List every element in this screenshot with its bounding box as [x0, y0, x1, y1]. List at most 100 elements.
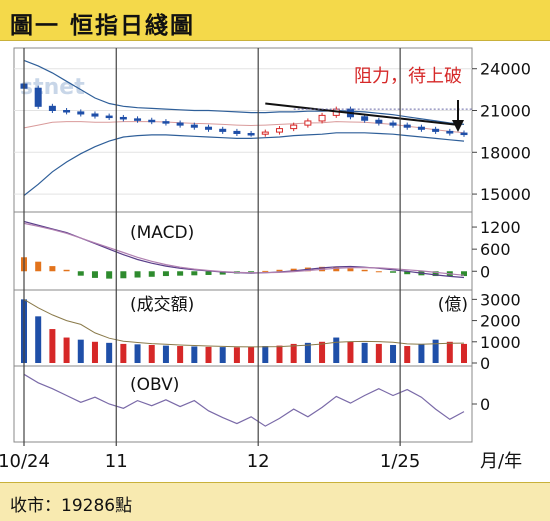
turnover-bar — [276, 345, 283, 363]
footer-bar: 收市：19286點 — [0, 482, 550, 521]
price-tick-label: 24000 — [480, 60, 531, 79]
resistance-annotation: 阻力，待上破 — [354, 66, 462, 87]
title-bar: 圖一 恒指日綫圖 — [0, 0, 550, 41]
macd-histogram-bar — [333, 267, 340, 272]
candle-body — [176, 122, 184, 126]
macd-histogram-bar — [106, 271, 113, 279]
turnover-bar — [219, 347, 226, 363]
turnover-bar — [333, 337, 340, 363]
macd-histogram-bar — [148, 271, 155, 277]
candle-body — [162, 121, 170, 124]
turnover-bar — [148, 344, 155, 363]
candle-body — [417, 126, 425, 130]
turnover-unit-label: (億) — [438, 295, 468, 315]
candle-body — [205, 126, 213, 130]
candle-body — [290, 124, 298, 130]
resistance-trendline — [265, 102, 461, 127]
x-tick-label: 11 — [105, 451, 128, 472]
turnover-bar — [233, 347, 240, 363]
candle-body — [375, 119, 383, 124]
turnover-tick-label: 3000 — [480, 290, 521, 309]
turnover-bar — [134, 344, 141, 363]
bollinger-lower-line — [23, 132, 465, 196]
turnover-bar — [49, 329, 56, 363]
macd-histogram-bar — [191, 271, 198, 276]
macd-histogram-bar — [77, 271, 84, 276]
turnover-tick-label: 2000 — [480, 312, 521, 331]
candle-body — [318, 114, 326, 122]
obv-panel-label: (OBV) — [130, 375, 179, 395]
x-tick-label: 1/25 — [380, 451, 420, 472]
macd-panel-label: (MACD) — [130, 223, 194, 243]
turnover-tick-label: 1000 — [480, 333, 521, 352]
macd-histogram-bar — [361, 269, 368, 272]
chart-title: 圖一 恒指日綫圖 — [10, 12, 196, 39]
turnover-bar — [120, 343, 127, 363]
panel-obv-frame — [13, 365, 473, 443]
macd-histogram-bar — [120, 271, 127, 279]
turnover-bar — [91, 341, 98, 363]
breakout-arrow-head — [452, 120, 464, 132]
candle-body — [304, 120, 312, 126]
turnover-tick-label: 0 — [480, 354, 490, 373]
candle-body — [460, 132, 468, 136]
turnover-bar — [63, 337, 70, 363]
macd-histogram-bar — [375, 271, 382, 273]
obv-tick-label: 0 — [480, 395, 490, 414]
macd-histogram-bar — [404, 271, 411, 275]
candle-body — [403, 124, 411, 128]
macd-tick-label: 1200 — [480, 218, 521, 237]
turnover-bar — [361, 342, 368, 363]
candle-body — [134, 118, 142, 121]
candle-body — [261, 131, 269, 135]
x-axis-unit-label: 月/年 — [480, 451, 522, 472]
macd-tick-label: 600 — [480, 240, 511, 259]
candle-body — [91, 113, 99, 117]
turnover-bar — [461, 343, 467, 363]
candle-body — [34, 87, 42, 107]
macd-histogram-bar — [276, 269, 283, 272]
candle-body — [77, 111, 85, 115]
candle-body — [105, 115, 113, 119]
macd-histogram-bar — [390, 271, 397, 273]
candle-body — [219, 128, 227, 132]
turnover-bar — [404, 346, 411, 363]
candle-body — [361, 116, 369, 121]
turnover-bar — [446, 341, 453, 363]
turnover-bar — [35, 316, 42, 363]
macd-tick-label: 0 — [480, 262, 490, 281]
turnover-bar — [290, 343, 297, 363]
macd-histogram-bar — [177, 271, 184, 276]
candle-body — [148, 119, 156, 123]
turnover-bar — [319, 341, 326, 363]
candle-body — [190, 124, 198, 128]
macd-histogram-bar — [262, 270, 269, 272]
turnover-bar — [106, 342, 113, 363]
turnover-bar — [375, 343, 382, 363]
panel-macd-frame — [13, 211, 473, 291]
turnover-bar — [262, 346, 269, 363]
turnover-bar — [191, 346, 198, 363]
turnover-bar — [390, 344, 397, 363]
turnover-bar — [432, 339, 439, 363]
price-tick-label: 15000 — [480, 185, 531, 204]
macd-histogram-bar — [432, 271, 439, 277]
macd-signal-line — [23, 222, 465, 276]
candle-body — [389, 122, 397, 126]
turnover-bar — [347, 341, 354, 363]
x-tick-label: 10/24 — [0, 451, 50, 472]
bollinger-upper-line — [23, 59, 465, 125]
turnover-bar — [205, 346, 212, 363]
candle-body — [247, 132, 255, 136]
turnover-average-line — [23, 298, 465, 348]
macd-histogram-bar — [461, 271, 467, 277]
candle-body — [233, 130, 241, 134]
macd-histogram-bar — [134, 271, 141, 278]
turnover-bar — [162, 345, 169, 363]
panel-price-frame — [13, 47, 473, 213]
macd-histogram-bar — [63, 269, 70, 272]
macd-histogram-bar — [347, 268, 354, 272]
macd-histogram-bar — [205, 271, 212, 275]
macd-histogram-bar — [248, 271, 255, 273]
